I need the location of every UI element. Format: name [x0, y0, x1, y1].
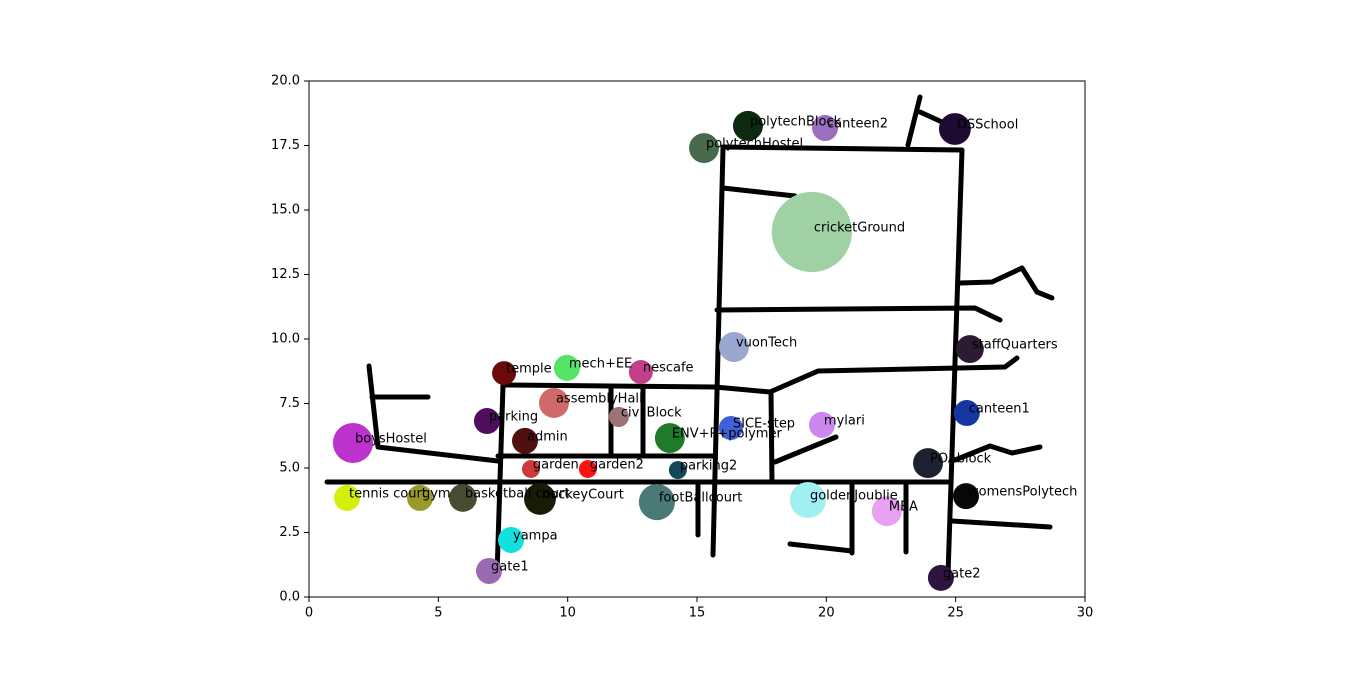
point [668, 461, 687, 480]
point-label: polytechBlock [750, 114, 842, 129]
y-tick-label: 15.0 [271, 203, 300, 218]
point-label: tennis court [349, 486, 427, 501]
y-tick-label: 0.0 [279, 590, 300, 605]
point [628, 360, 653, 385]
point-label: assemblyHall [556, 391, 643, 406]
x-tick-label: 0 [305, 606, 313, 621]
point [498, 526, 525, 553]
point-label: civilBlock [621, 405, 682, 420]
x-tick-label: 15 [689, 606, 706, 621]
y-tick-label: 5.0 [279, 461, 300, 476]
point-label: MBA [889, 500, 918, 515]
point-label: DSSchool [957, 117, 1018, 132]
x-tick-label: 5 [434, 606, 442, 621]
point [913, 448, 943, 479]
point-label: parking [489, 410, 538, 425]
point [578, 460, 597, 478]
point [718, 416, 743, 440]
point [492, 361, 517, 386]
point-label: canteen2 [827, 116, 888, 131]
point-label: gate2 [943, 566, 981, 581]
point [812, 114, 839, 141]
point-label: nescafe [643, 361, 694, 376]
point-label: boysHostel [355, 431, 427, 446]
point [938, 113, 971, 145]
y-tick-label: 17.5 [271, 138, 300, 153]
y-tick-label: 7.5 [279, 396, 300, 411]
point-label: garden2 [590, 458, 644, 473]
point [808, 411, 835, 438]
point-label: mech+EE [569, 356, 632, 371]
point-label: temple [506, 362, 552, 377]
point [553, 354, 580, 381]
point-label: basketball court [465, 486, 570, 501]
point [953, 400, 980, 427]
point [771, 191, 852, 272]
point [473, 408, 500, 435]
point-label: polytechHostel [706, 137, 803, 152]
point [789, 481, 827, 519]
y-tick-label: 2.5 [279, 525, 300, 540]
point-label: gate1 [491, 559, 529, 574]
point-label: admin [527, 429, 568, 444]
point [521, 460, 540, 478]
point [334, 484, 361, 511]
point [732, 110, 763, 141]
point [719, 332, 749, 362]
point [927, 564, 954, 591]
point [654, 423, 685, 454]
x-tick-label: 25 [947, 606, 964, 621]
point-label: yampa [513, 528, 558, 543]
point-label: POAblock [930, 452, 992, 467]
point-label: staffQuarters [972, 338, 1058, 353]
point [689, 133, 719, 164]
point-label: footBallcourt [659, 491, 742, 506]
point-label: gym [422, 486, 451, 501]
point-label: garden [533, 458, 579, 473]
point-label: vuonTech [736, 335, 797, 350]
point-label: parking2 [680, 459, 737, 474]
point [871, 496, 902, 527]
point-label: SICE-step [733, 417, 795, 432]
point [332, 422, 374, 464]
x-tick-label: 30 [1077, 606, 1094, 621]
point [608, 406, 629, 427]
point [638, 484, 675, 521]
point [448, 483, 477, 512]
x-tick-label: 20 [818, 606, 835, 621]
point [476, 557, 503, 584]
y-tick-label: 10.0 [271, 332, 300, 347]
point [538, 388, 569, 418]
point [953, 483, 980, 510]
point-label: goldenJoublie [810, 488, 898, 503]
point [511, 427, 538, 454]
y-tick-label: 12.5 [271, 267, 300, 282]
plot-frame [308, 80, 1086, 598]
x-tick-label: 10 [559, 606, 576, 621]
point-label: ENV+P+polymer [672, 427, 783, 442]
point [524, 483, 556, 515]
point-label: womensPolytech [968, 485, 1077, 500]
point-label: mylari [824, 413, 865, 428]
point [406, 484, 433, 511]
point-label: canteen1 [969, 402, 1030, 417]
point-label: cricketGround [814, 220, 905, 235]
point-label: hockeyCourt [542, 487, 624, 502]
y-tick-label: 20.0 [271, 74, 300, 89]
point [955, 335, 984, 364]
